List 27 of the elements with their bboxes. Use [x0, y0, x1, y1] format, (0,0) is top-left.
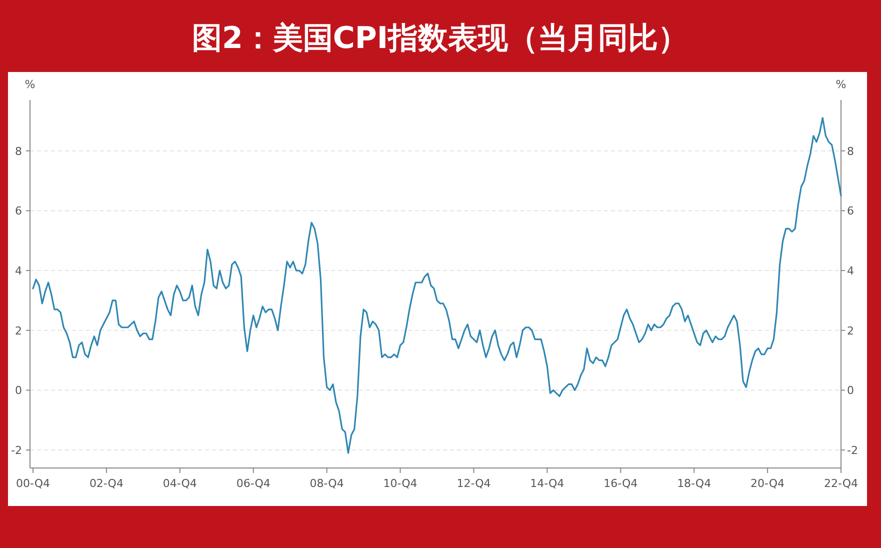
x-tick-label: 08-Q4: [310, 477, 344, 490]
x-tick-label: 02-Q4: [89, 477, 124, 490]
y2-tick-label: 4: [847, 264, 854, 278]
x-tick-label: 16-Q4: [604, 477, 638, 490]
y-tick-label: 8: [15, 144, 22, 158]
x-tick-label: 06-Q4: [236, 477, 270, 490]
x-tick-label: 20-Q4: [750, 477, 785, 490]
y-tick-label: 0: [15, 384, 22, 398]
x-tick-label: 12-Q4: [456, 477, 491, 490]
x-tick-label: 00-Q4: [16, 477, 50, 490]
y-tick-label: 2: [15, 324, 22, 338]
x-tick-label: 10-Q4: [383, 477, 418, 490]
y2-axis-title: %: [836, 78, 846, 91]
y-axis-title: %: [24, 78, 36, 91]
y2-tick-label: -2: [847, 444, 858, 458]
y2-tick-label: 8: [847, 144, 854, 158]
y-tick-label: 6: [15, 204, 22, 218]
y-tick-label: 4: [15, 264, 22, 278]
y2-tick-label: 0: [847, 384, 854, 398]
y-tick-label: -2: [11, 444, 22, 458]
x-tick-label: 22-Q4: [824, 477, 858, 490]
x-tick-label: 14-Q4: [530, 477, 564, 490]
title: 图2：美国CPI指数表现（当月同比）: [192, 21, 688, 56]
y2-tick-label: 2: [847, 324, 854, 338]
y2-tick-label: 6: [847, 204, 854, 218]
x-tick-label: 18-Q4: [677, 477, 712, 490]
x-tick-label: 04-Q4: [162, 477, 197, 490]
